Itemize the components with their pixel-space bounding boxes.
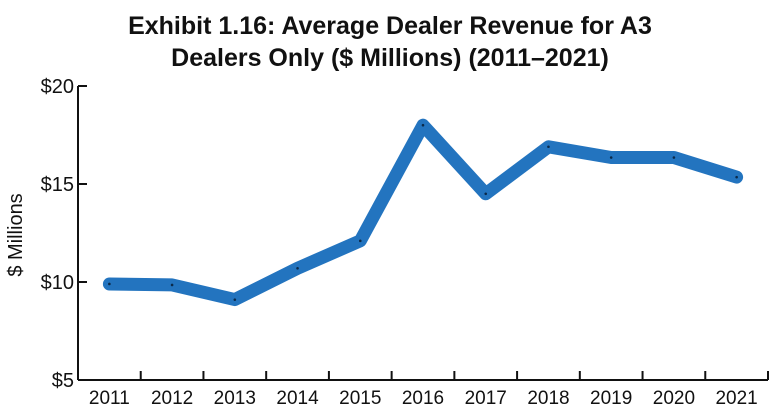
x-tick-label: 2014 [276,388,319,409]
chart-title-line-2: Dealers Only ($ Millions) (2011–2021) [171,44,609,72]
data-point [421,123,425,127]
data-point [170,283,174,287]
chart-axes [77,86,768,381]
x-tick-label: 2016 [402,388,444,409]
x-tick-label: 2012 [151,388,193,409]
series-group [102,118,744,307]
x-tick-label: 2017 [465,388,507,409]
x-tick-label: 2018 [527,388,569,409]
x-tick-label: 2011 [89,388,130,409]
data-point [735,175,738,179]
data-point [547,145,550,149]
chart-title-line-1: Exhibit 1.16: Average Dealer Revenue for… [128,12,652,40]
x-tick-label: 2020 [653,388,695,409]
data-point [233,298,237,301]
y-axis-ticks: $5 $10 $15 $20 [41,76,87,392]
x-tick-label: 2015 [339,388,381,409]
data-point [672,156,676,159]
series-line [102,118,744,307]
y-tick-label: $15 [41,174,74,196]
data-point [296,266,299,270]
y-tick-label: $20 [41,76,74,98]
data-point [484,192,488,196]
y-tick-label: $5 [52,370,74,392]
y-tick-label: $10 [41,272,74,294]
data-point [358,239,362,243]
y-axis-label: $ Millions [5,193,27,276]
x-axis-ticks: 2011 2012 2013 2014 2015 2016 2017 2018 2019 2020… [89,371,769,409]
data-point [108,282,111,286]
x-tick-label: 2021 [715,388,757,409]
x-tick-label: 2013 [214,388,256,409]
data-point [609,156,613,159]
x-tick-label: 2019 [590,388,632,409]
chart-title: Exhibit 1.16: Average Dealer Revenue for… [0,10,780,74]
